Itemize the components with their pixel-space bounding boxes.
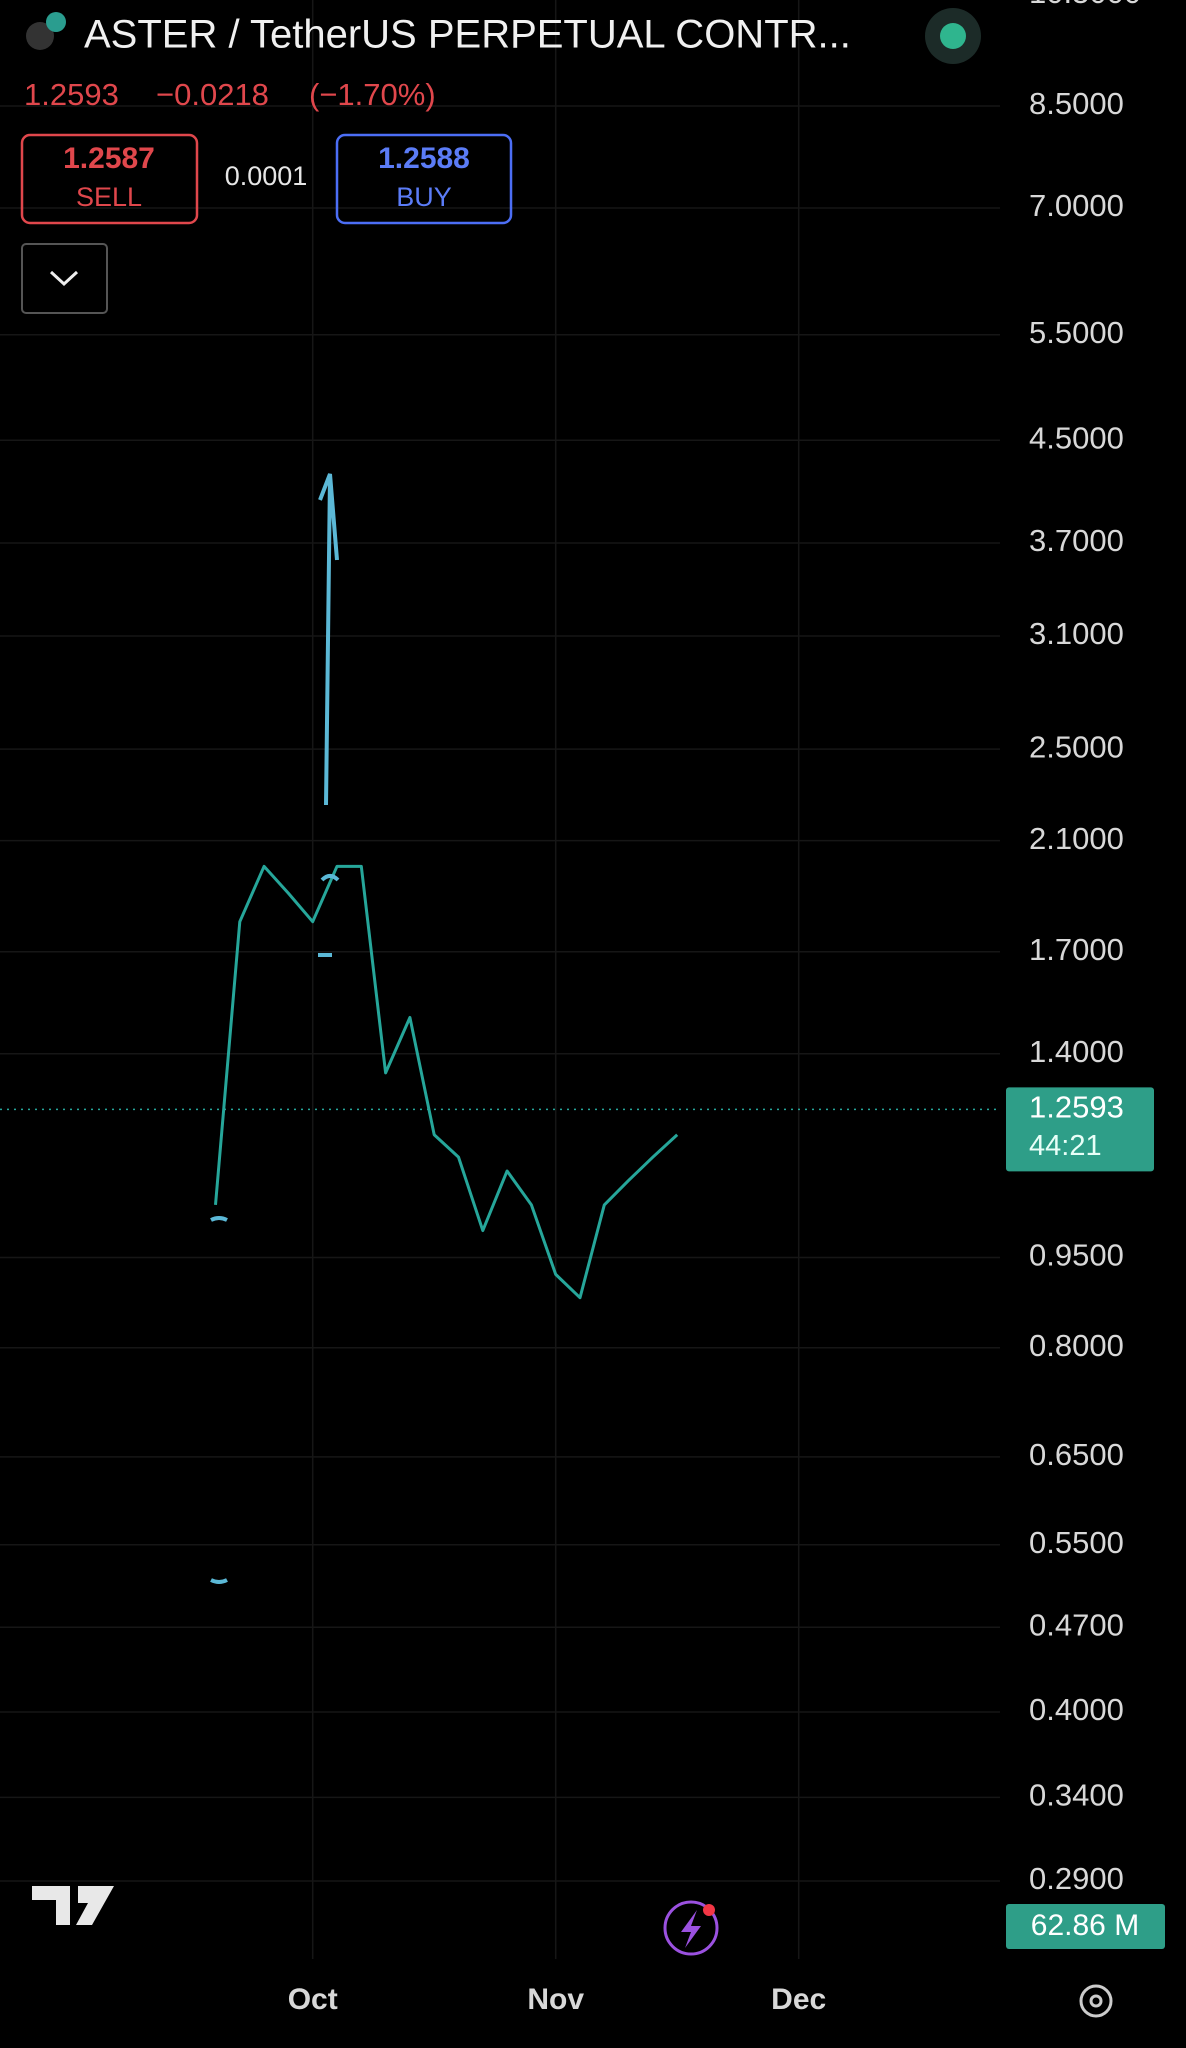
y-tick-label: 1.7000: [1029, 932, 1124, 967]
y-tick-label: 0.2900: [1029, 1861, 1124, 1896]
y-tick-label: 8.5000: [1029, 86, 1124, 121]
last-price-badge: [1006, 1087, 1154, 1172]
countdown: 44:21: [1029, 1130, 1102, 1162]
grid: [0, 0, 1000, 1959]
y-tick-label: 10.5000: [1029, 0, 1141, 10]
y-tick-label: 0.4700: [1029, 1607, 1124, 1642]
x-tick-label: Nov: [527, 1983, 584, 2016]
y-tick-label: 2.1000: [1029, 821, 1124, 856]
collapse-button[interactable]: [21, 243, 108, 314]
price-line: [214, 864, 679, 1300]
exchange-icon: [46, 12, 66, 32]
buy-button[interactable]: [335, 133, 513, 225]
buy-price: 1.2588: [378, 142, 470, 175]
symbol-title: ASTER / TetherUS PERPETUAL CONTR...: [84, 13, 851, 57]
price-change-pct: (−1.70%): [309, 77, 436, 112]
y-tick-label: 0.5500: [1029, 1525, 1124, 1560]
sell-price: 1.2587: [63, 142, 155, 175]
sell-button[interactable]: [20, 133, 199, 225]
y-tick-label: 3.1000: [1029, 616, 1124, 651]
spread: 0.0001: [225, 161, 308, 191]
badges: 1.2593 44:21 62.86 M: [1006, 1087, 1165, 1949]
alerts-badge: [703, 1904, 715, 1916]
y-tick-label: 0.8000: [1029, 1328, 1124, 1363]
plot: [0, 864, 1000, 1300]
settings-button[interactable]: [1079, 1984, 1113, 2018]
y-tick-label: 0.6500: [1029, 1437, 1124, 1472]
y-tick-label: 0.9500: [1029, 1238, 1124, 1273]
buy-label: BUY: [396, 182, 452, 212]
chevron-icon: [49, 270, 79, 287]
volume-label: 62.86 M: [1031, 1909, 1139, 1942]
last-price-label: 1.2593: [1029, 1090, 1124, 1125]
y-tick-label: 4.5000: [1029, 420, 1124, 455]
price-change: −0.0218: [156, 77, 269, 112]
x-tick-label: Dec: [771, 1983, 826, 2016]
y-tick-label: 7.0000: [1029, 188, 1124, 223]
annotation: [210, 473, 340, 1584]
volume-badge: [1006, 1904, 1165, 1949]
y-tick-label: 3.7000: [1029, 523, 1124, 558]
alerts-icon: [681, 1910, 701, 1948]
x-tick-label: Oct: [288, 1983, 338, 2016]
logo: [32, 1886, 114, 1925]
y-tick-label: 0.3400: [1029, 1778, 1124, 1813]
settings-icon: [1089, 1994, 1103, 2008]
y-tick-label: 0.4000: [1029, 1692, 1124, 1727]
status-dot: [940, 23, 966, 49]
sell-label: SELL: [76, 182, 142, 212]
y-tick-label: 5.5000: [1029, 315, 1124, 350]
y-tick-label: 1.4000: [1029, 1034, 1124, 1069]
alerts-button[interactable]: [663, 1900, 719, 1956]
last-price: 1.2593: [24, 77, 119, 112]
y-tick-label: 2.5000: [1029, 729, 1124, 764]
symbol-icon: [26, 22, 54, 50]
